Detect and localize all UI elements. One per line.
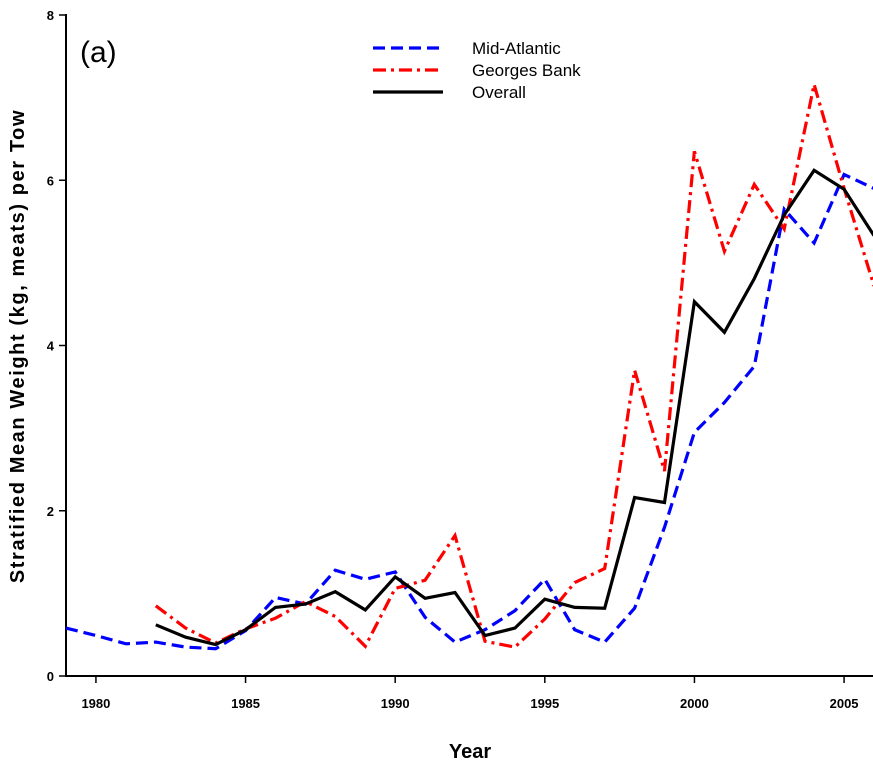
y-tick-label: 0: [47, 669, 54, 684]
y-tick-label: 2: [47, 504, 54, 519]
x-ticks: 1980 1985 1990 1995 2000 2005: [81, 676, 859, 711]
series-line-mid-atlantic: [66, 172, 873, 651]
x-tick-label: 1990: [381, 696, 410, 711]
series-line-overall: [155, 168, 873, 647]
series-line-georges-bank: [154, 83, 873, 649]
x-tick-label: 1985: [231, 696, 260, 711]
x-tick-label: 1995: [530, 696, 559, 711]
y-tick-label: 8: [47, 8, 54, 23]
x-tick-label: 2000: [680, 696, 709, 711]
legend: Mid-Atlantic Georges Bank Overall: [373, 39, 581, 102]
panel-label: (a): [80, 36, 117, 69]
x-axis-title: Year: [449, 741, 491, 763]
y-ticks: 0 2 4 6 8: [47, 8, 66, 684]
legend-label: Overall: [472, 83, 526, 102]
y-axis-title: Stratified Mean Weight (kg, meats) per T…: [7, 109, 29, 583]
x-tick-label: 1980: [81, 696, 110, 711]
y-tick-label: 4: [47, 339, 55, 354]
y-tick-label: 6: [47, 173, 54, 188]
series-layer: [66, 83, 873, 651]
legend-label: Georges Bank: [472, 61, 581, 80]
axes: [65, 14, 873, 677]
x-tick-label: 2005: [830, 696, 859, 711]
legend-label: Mid-Atlantic: [472, 39, 561, 58]
